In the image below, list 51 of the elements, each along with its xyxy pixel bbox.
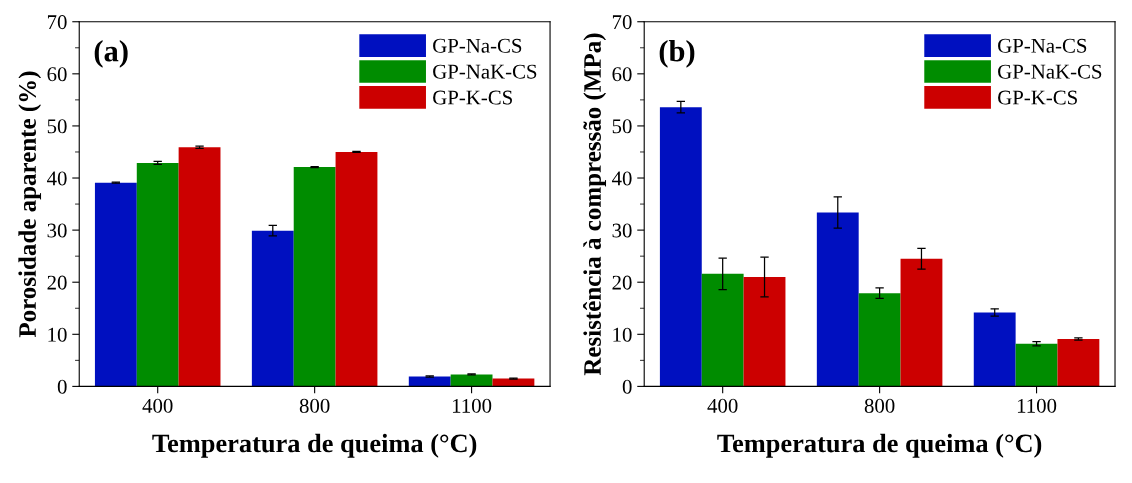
y-tick-label: 10 [48, 327, 67, 342]
bar [251, 230, 294, 387]
bar [450, 374, 493, 387]
y-tick-label: 40 [47, 171, 67, 186]
y-tick-label: 70 [47, 15, 67, 30]
bar [178, 147, 221, 387]
y-tick-label: 0 [622, 379, 632, 394]
bar [335, 151, 378, 387]
annotation: (b) [659, 39, 695, 68]
y-axis-title: Porosidade aparente (%) [18, 71, 42, 338]
x-tick-label: 800 [864, 398, 895, 413]
legend-label: GP-NaK-CS [998, 64, 1102, 79]
bar [1057, 338, 1100, 387]
legend-label: GP-K-CS [998, 90, 1077, 105]
y-tick-label: 40 [611, 171, 632, 186]
x-tick-label: 400 [707, 398, 738, 413]
legend-label: GP-Na-CS [433, 38, 522, 53]
y-tick-label: 0 [57, 379, 67, 394]
legend-label: GP-K-CS [433, 90, 512, 105]
y-tick-label: 50 [612, 119, 632, 134]
y-tick-label: 10 [613, 327, 632, 342]
legend-label: GP-NaK-CS [433, 64, 537, 79]
bar [293, 167, 336, 387]
annotation: (a) [94, 39, 128, 68]
y-axis-title: Resistência à compressão (MPa) [583, 33, 607, 376]
bar [659, 107, 702, 387]
x-tick-label: 800 [299, 398, 330, 413]
bar [701, 273, 744, 387]
bar [816, 212, 859, 387]
y-tick-label: 30 [47, 223, 67, 238]
x-tick-label: 1100 [452, 398, 492, 413]
y-tick-label: 30 [612, 223, 632, 238]
x-axis-title: Temperatura de queima (°C) [717, 433, 1042, 458]
legend-label: GP-Na-CS [998, 38, 1087, 53]
bar [136, 162, 179, 387]
bar [973, 312, 1016, 387]
bar [858, 293, 901, 387]
y-tick-label: 70 [612, 15, 632, 30]
x-tick-label: 400 [142, 398, 173, 413]
bar [900, 258, 943, 387]
y-tick-label: 60 [612, 67, 632, 82]
bar [743, 277, 786, 387]
x-axis-title: Temperatura de queima (°C) [152, 433, 477, 458]
bar [408, 376, 451, 387]
bar [1015, 343, 1058, 387]
x-tick-label: 1100 [1017, 398, 1057, 413]
bar [94, 182, 137, 387]
y-tick-label: 20 [47, 275, 67, 290]
y-tick-label: 60 [47, 67, 67, 82]
y-tick-label: 20 [612, 275, 632, 290]
y-tick-label: 50 [47, 119, 67, 134]
